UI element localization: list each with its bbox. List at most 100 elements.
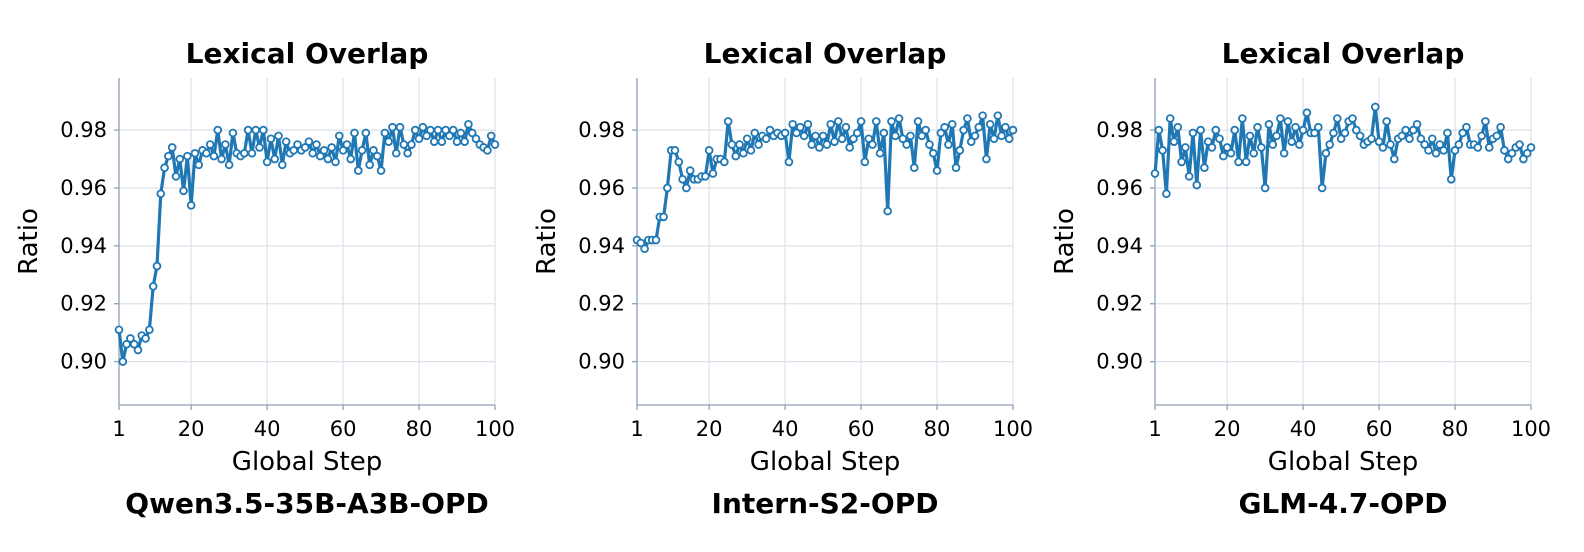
data-point xyxy=(966,137,976,146)
x-tick-label: 1 xyxy=(630,417,643,441)
data-point xyxy=(670,146,680,155)
data-point xyxy=(1158,146,1167,155)
data-point xyxy=(1348,114,1357,123)
data-point xyxy=(395,122,405,132)
data-point xyxy=(186,201,196,210)
data-point xyxy=(483,146,492,155)
chart-panel-3: 0.90 0.92 0.94 0.96 0.98 1 20 40 60 80 100 Lexical … xyxy=(1050,37,1551,520)
data-point xyxy=(1249,148,1259,158)
y-tick-label: 0.94 xyxy=(578,234,625,258)
data-point xyxy=(251,125,261,135)
data-point xyxy=(114,325,124,335)
data-point xyxy=(262,157,272,167)
data-point xyxy=(167,143,177,152)
data-point xyxy=(342,140,352,149)
data-point xyxy=(365,160,374,170)
data-point xyxy=(1378,143,1388,152)
chart-panel-2: 0.90 0.92 0.94 0.96 0.98 1 20 40 60 80 100 Lexical … xyxy=(532,37,1033,520)
data-point xyxy=(651,235,661,245)
data-point xyxy=(1446,174,1456,184)
data-point xyxy=(1241,157,1251,167)
data-point xyxy=(205,140,215,149)
data-point xyxy=(1325,140,1335,149)
data-point xyxy=(636,238,646,248)
y-tick-label: 0.94 xyxy=(1096,234,1143,258)
data-point xyxy=(701,172,710,181)
data-point xyxy=(1439,146,1448,155)
data-point xyxy=(780,128,790,138)
y-tick-label: 0.90 xyxy=(1096,350,1143,374)
data-point xyxy=(133,345,143,355)
data-point xyxy=(141,334,150,343)
data-point xyxy=(1370,102,1380,112)
data-point xyxy=(1420,140,1429,149)
data-point xyxy=(1184,172,1194,181)
data-point xyxy=(1001,122,1010,132)
data-point xyxy=(403,148,412,158)
x-axis-label: Global Step xyxy=(750,447,900,477)
data-point xyxy=(1196,125,1205,135)
data-point xyxy=(833,117,843,126)
y-tick-label: 0.94 xyxy=(60,234,107,258)
data-point xyxy=(811,131,820,141)
data-point xyxy=(1165,114,1175,123)
x-tick-label: 1 xyxy=(1148,417,1161,441)
data-point xyxy=(985,120,995,129)
data-point xyxy=(731,151,741,161)
x-tick-label: 60 xyxy=(330,417,357,441)
data-point xyxy=(129,339,139,349)
data-point xyxy=(353,166,363,175)
data-point xyxy=(255,143,264,152)
data-point xyxy=(1336,134,1346,144)
data-point xyxy=(1454,140,1464,149)
data-point xyxy=(228,128,238,138)
data-point xyxy=(906,131,915,141)
data-point xyxy=(917,131,927,141)
data-point xyxy=(1526,143,1536,152)
data-point xyxy=(841,122,851,132)
data-point xyxy=(803,120,813,129)
y-tick-label: 0.98 xyxy=(578,118,625,142)
data-point xyxy=(369,146,378,155)
data-point xyxy=(315,151,325,161)
data-point xyxy=(445,131,454,141)
data-point xyxy=(1329,128,1338,138)
data-point xyxy=(1389,154,1399,164)
data-point xyxy=(849,134,858,144)
data-point xyxy=(868,140,877,149)
data-point xyxy=(426,125,435,135)
data-point xyxy=(1211,125,1221,135)
data-point xyxy=(118,357,128,366)
data-point xyxy=(1321,148,1331,158)
model-label: Intern-S2-OPD xyxy=(712,487,939,520)
x-tick-label: 1 xyxy=(112,417,125,441)
data-point xyxy=(1222,143,1232,152)
data-point xyxy=(1473,143,1483,152)
data-point xyxy=(323,154,333,164)
data-point xyxy=(1257,143,1266,152)
data-point xyxy=(1226,148,1236,158)
data-point xyxy=(464,120,473,129)
data-point xyxy=(974,122,984,132)
chart-title: Lexical Overlap xyxy=(1222,37,1465,70)
data-point xyxy=(754,140,763,149)
data-point xyxy=(1507,148,1517,158)
data-point xyxy=(388,122,397,132)
data-point xyxy=(1515,140,1524,149)
data-point xyxy=(145,325,154,335)
data-point xyxy=(224,160,234,170)
data-point xyxy=(429,137,439,146)
data-point xyxy=(293,140,302,149)
data-point xyxy=(1188,128,1198,138)
data-point xyxy=(742,134,752,144)
data-point xyxy=(1386,140,1395,149)
data-point xyxy=(727,140,737,149)
data-point xyxy=(270,154,280,164)
chart-title: Lexical Overlap xyxy=(186,37,429,70)
data-point xyxy=(1207,143,1217,152)
x-tick-label: 100 xyxy=(993,417,1033,441)
data-point xyxy=(989,134,999,144)
data-point xyxy=(1169,137,1179,146)
data-point xyxy=(1283,117,1293,126)
